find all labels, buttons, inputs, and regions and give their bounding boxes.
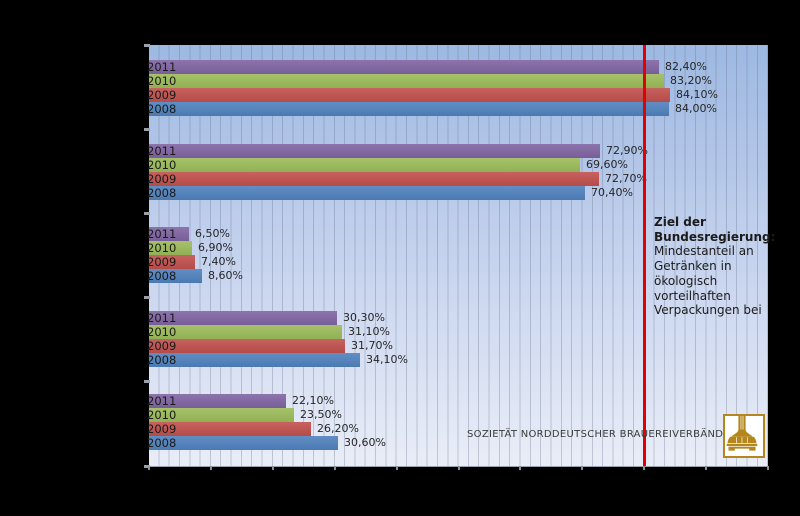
bar-value-label: 30,30%: [343, 311, 385, 324]
bar-value-label: 22,10%: [292, 394, 334, 407]
bar-value-label: 31,70%: [351, 339, 393, 352]
bar-value-label: 84,10%: [676, 88, 718, 101]
bar-year-label: 2010: [147, 158, 177, 172]
bar-2008-group-1: 2008 84,00%: [147, 102, 717, 116]
bar-value-label: 7,40%: [201, 255, 236, 268]
x-axis-tick: [148, 466, 150, 470]
bar-2009-group-3: 2009 7,40%: [147, 255, 236, 269]
bar-2010-group-4: 2010 31,10%: [147, 325, 390, 339]
bar-value-label: 70,40%: [591, 186, 633, 199]
y-axis-tick: [144, 380, 150, 383]
x-axis-tick: [458, 466, 460, 470]
x-axis-tick: [396, 466, 398, 470]
bar-value-label: 34,10%: [366, 353, 408, 366]
x-axis-tick: [519, 466, 521, 470]
annotation-line: Mindestanteil an: [654, 244, 754, 259]
target-line: [643, 45, 646, 466]
bar-value-label: 26,20%: [317, 422, 359, 435]
bar-year-label: 2011: [147, 394, 177, 408]
bar-year-label: 2010: [147, 408, 177, 422]
bar-value-label: 8,60%: [208, 269, 243, 282]
annotation-line: ökologisch: [654, 273, 718, 288]
bar-year-label: 2010: [147, 74, 177, 88]
bar-value-label: 72,90%: [606, 144, 648, 157]
bar-year-label: 2009: [147, 422, 177, 436]
x-axis-tick: [581, 466, 583, 470]
bar-year-label: 2011: [147, 227, 177, 241]
bar-value-label: 83,20%: [670, 74, 712, 87]
bar-value-label: 84,00%: [675, 102, 717, 115]
bar-2011-group-2: 2011 72,90%: [147, 144, 648, 158]
bar-value-label: 30,60%: [344, 436, 386, 449]
x-axis-tick: [705, 466, 707, 470]
bar-2009-group-4: 2009 31,70%: [147, 339, 393, 353]
x-axis-tick: [767, 466, 769, 470]
bar-2009-group-5: 2009 26,20%: [147, 422, 359, 436]
plot-area: 2011 82,40% 2010 83,20% 2009 84,10% 2008 84,00%…: [147, 45, 776, 467]
y-axis-tick: [144, 44, 150, 47]
annotation-line: Getränken in: [654, 259, 732, 274]
target-annotation: Ziel der Bundesregierung: Mindestanteil an…: [654, 215, 776, 318]
bar-value-label: 23,50%: [300, 408, 342, 421]
bar-year-label: 2010: [147, 241, 177, 255]
x-axis-tick: [643, 466, 645, 470]
bar-2009-group-2: 2009 72,70%: [147, 172, 647, 186]
bar-year-label: 2008: [147, 186, 177, 200]
bar-value-label: 82,40%: [665, 60, 707, 73]
bar-year-label: 2011: [147, 144, 177, 158]
bar-value-label: 69,60%: [586, 158, 628, 171]
x-axis-tick: [334, 466, 336, 470]
bar-year-label: 2009: [147, 339, 177, 353]
bar-year-label: 2008: [147, 436, 177, 450]
organization-credit: SOZIETÄT NORDDEUTSCHER BRAUEREIVERBÄNDE …: [467, 429, 753, 440]
brew-kettle-icon: [726, 416, 758, 451]
bar-value-label: 6,90%: [198, 241, 233, 254]
bar-2010-group-3: 2010 6,90%: [147, 241, 233, 255]
bar-year-label: 2009: [147, 255, 177, 269]
bar-2010-group-2: 2010 69,60%: [147, 158, 628, 172]
bar-2008-group-2: 2008 70,40%: [147, 186, 633, 200]
bar-2011-group-1: 2011 82,40%: [147, 60, 707, 74]
bar-2011-group-4: 2011 30,30%: [147, 311, 385, 325]
bar-value-label: 72,70%: [605, 172, 647, 185]
bar-year-label: 2009: [147, 88, 177, 102]
bar-year-label: 2008: [147, 269, 177, 283]
bar-2010-group-1: 2010 83,20%: [147, 74, 712, 88]
x-axis-tick: [272, 466, 274, 470]
annotation-line: Verpackungen bei: [654, 303, 762, 318]
bar-value-label: 31,10%: [348, 325, 390, 338]
organization-logo: [723, 414, 765, 458]
bar-2009-group-1: 2009 84,10%: [147, 88, 718, 102]
x-axis-tick: [210, 466, 212, 470]
annotation-line: Bundesregierung:: [654, 229, 776, 244]
bar-year-label: 2011: [147, 311, 177, 325]
bar-2008-group-3: 2008 8,60%: [147, 269, 243, 283]
bar-2011-group-5: 2011 22,10%: [147, 394, 334, 408]
y-axis-tick: [144, 128, 150, 131]
bar-2011-group-3: 2011 6,50%: [147, 227, 230, 241]
y-axis-tick: [144, 296, 150, 299]
bar-year-label: 2010: [147, 325, 177, 339]
bar-year-label: 2008: [147, 353, 177, 367]
y-axis-tick: [144, 465, 150, 468]
bar-year-label: 2011: [147, 60, 177, 74]
bar-2008-group-4: 2008 34,10%: [147, 353, 408, 367]
bar-year-label: 2009: [147, 172, 177, 186]
bar-year-label: 2008: [147, 102, 177, 116]
bar-2010-group-5: 2010 23,50%: [147, 408, 342, 422]
y-axis-tick: [144, 212, 150, 215]
annotation-line: Ziel der: [654, 215, 706, 229]
bar-value-label: 6,50%: [195, 227, 230, 240]
bar-2008-group-5: 2008 30,60%: [147, 436, 386, 450]
annotation-line: vorteilhaften: [654, 288, 731, 303]
